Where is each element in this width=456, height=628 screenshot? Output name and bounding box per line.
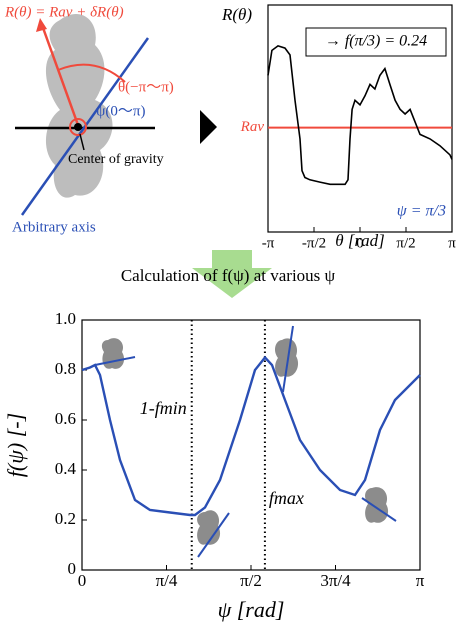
particle-icons xyxy=(94,325,397,558)
marker-label: fmax xyxy=(269,488,304,508)
y-tick-label: 0 xyxy=(68,559,77,578)
psi-range: ψ(0〜π) xyxy=(96,103,145,119)
data-line xyxy=(81,355,421,517)
center-label: Center of gravity xyxy=(68,152,164,167)
reference-label: Rav xyxy=(240,119,265,135)
x-tick-label: 0 xyxy=(78,571,87,590)
arrow-head xyxy=(36,18,47,32)
y-tick-label: 0.4 xyxy=(55,459,77,478)
y-tick-label: 0.2 xyxy=(55,509,76,528)
particle-shape xyxy=(45,14,113,198)
equation: R(θ) = Rav + δR(θ) xyxy=(4,4,124,20)
pointer xyxy=(79,133,85,151)
x-tick-label: -π xyxy=(262,235,275,251)
x-tick-label: π/2 xyxy=(240,571,262,590)
x-tick-label: 0 xyxy=(356,235,364,251)
angle-arc xyxy=(57,63,126,83)
triangle-arrow xyxy=(200,110,217,144)
annotation-box xyxy=(305,27,447,57)
x-axis-label: ψ [rad] xyxy=(218,597,285,622)
x-tick-label: π/2 xyxy=(396,235,415,251)
down-arrow xyxy=(192,250,272,298)
x-tick-label: -π/2 xyxy=(302,235,326,251)
x-axis-label: θ [rad] xyxy=(335,231,384,250)
axis-label: Arbitrary axis xyxy=(12,219,96,235)
inset-label: ψ = π/3 xyxy=(397,203,446,220)
x-tick-label: 3π/4 xyxy=(320,571,351,590)
data-line xyxy=(267,45,453,186)
marker-label: 1-fmin xyxy=(140,398,187,418)
x-tick-label: π/4 xyxy=(156,571,178,590)
radius-vector xyxy=(40,24,80,126)
y-tick-label: 1.0 xyxy=(55,309,76,328)
center-dot xyxy=(74,123,82,131)
theta-range: θ(−π〜π) xyxy=(118,79,174,95)
center-circle xyxy=(69,118,87,136)
y-tick-label: 0.8 xyxy=(55,359,76,378)
x-tick-label: π xyxy=(448,235,456,251)
y-axis-label: f(ψ) [-] xyxy=(3,413,28,477)
arrow-text: Calculation of f(ψ) at various ψ xyxy=(121,266,336,285)
x-tick-label: π xyxy=(416,571,425,590)
annotation: → f(π/3) = 0.24 xyxy=(325,33,427,50)
y-axis-label: R(θ) xyxy=(221,5,252,24)
y-tick-label: 0.6 xyxy=(55,409,76,428)
